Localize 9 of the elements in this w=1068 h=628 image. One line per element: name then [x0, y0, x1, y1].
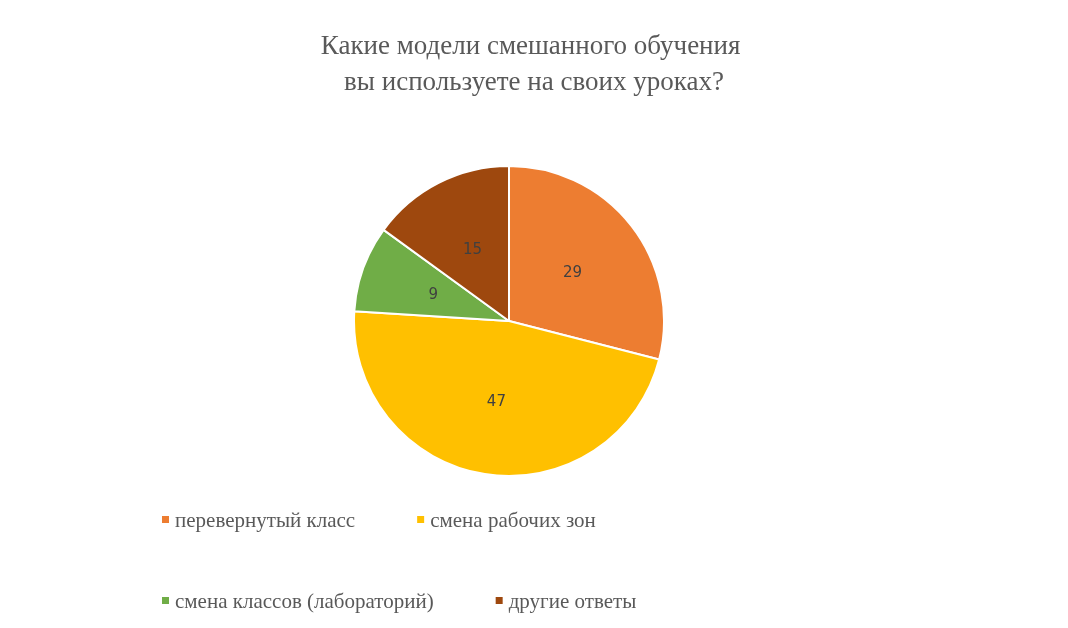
- data-label: 29: [563, 262, 583, 281]
- chart-title: Какие модели смешанного обучения вы используете на своих уроках?: [320, 30, 748, 96]
- legend-label: смена рабочих зон: [430, 507, 596, 532]
- data-label: 47: [486, 391, 506, 410]
- data-label: 15: [462, 240, 482, 259]
- data-label: 9: [428, 284, 439, 303]
- legend-label: перевернутый класс: [175, 507, 356, 532]
- legend-label: смена классов (лабораторий): [175, 588, 434, 613]
- legend-label: другие ответы: [508, 588, 637, 613]
